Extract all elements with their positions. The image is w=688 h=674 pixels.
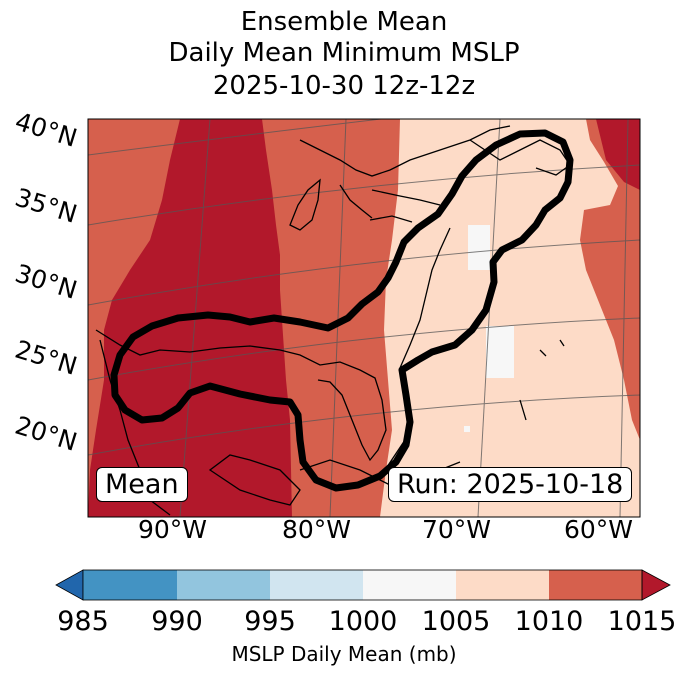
lon-label-80w: 80°W bbox=[282, 515, 352, 544]
mean-label-box: Mean bbox=[96, 467, 188, 502]
colorbar-tick-985: 985 bbox=[57, 606, 109, 637]
colorbar-990-995 bbox=[177, 570, 270, 600]
map-frame bbox=[87, 118, 641, 518]
pressure-field-white-3 bbox=[464, 426, 470, 432]
title-line-2: Daily Mean Minimum MSLP bbox=[168, 38, 520, 68]
title-line-3: 2025-10-30 12z-12z bbox=[212, 71, 476, 101]
colorbar-over bbox=[641, 569, 671, 601]
colorbar-995-1000 bbox=[270, 570, 363, 600]
run-label-box: Run: 2025-10-18 bbox=[388, 467, 633, 502]
colorbar-1000-1005 bbox=[363, 570, 456, 600]
colorbar-under bbox=[55, 569, 84, 601]
pressure-field-white-1 bbox=[468, 225, 490, 270]
ensemble-contour bbox=[110, 129, 574, 492]
colorbar-tick-1000: 1000 bbox=[328, 606, 398, 637]
pressure-field-white-2 bbox=[486, 326, 514, 378]
colorbar-tick-1005: 1005 bbox=[421, 606, 491, 637]
colorbar-tick-990: 990 bbox=[151, 606, 203, 637]
colorbar-1005-1010 bbox=[456, 570, 549, 600]
colorbar-label: MSLP Daily Mean (mb) bbox=[231, 642, 457, 666]
colorbar-1010-1015 bbox=[549, 570, 642, 600]
pressure-field-ne bbox=[596, 119, 640, 190]
lon-label-70w: 70°W bbox=[422, 515, 492, 544]
lon-label-90w: 90°W bbox=[138, 515, 208, 544]
colorbar-985-990 bbox=[83, 570, 177, 600]
title-line-1: Ensemble Mean bbox=[240, 7, 448, 37]
pressure-field-high bbox=[380, 119, 640, 517]
lon-label-60w: 60°W bbox=[564, 515, 634, 544]
colorbar-tick-1010: 1010 bbox=[514, 606, 584, 637]
colorbar-tick-995: 995 bbox=[244, 606, 296, 637]
colorbar-tick-1015: 1015 bbox=[607, 606, 677, 637]
